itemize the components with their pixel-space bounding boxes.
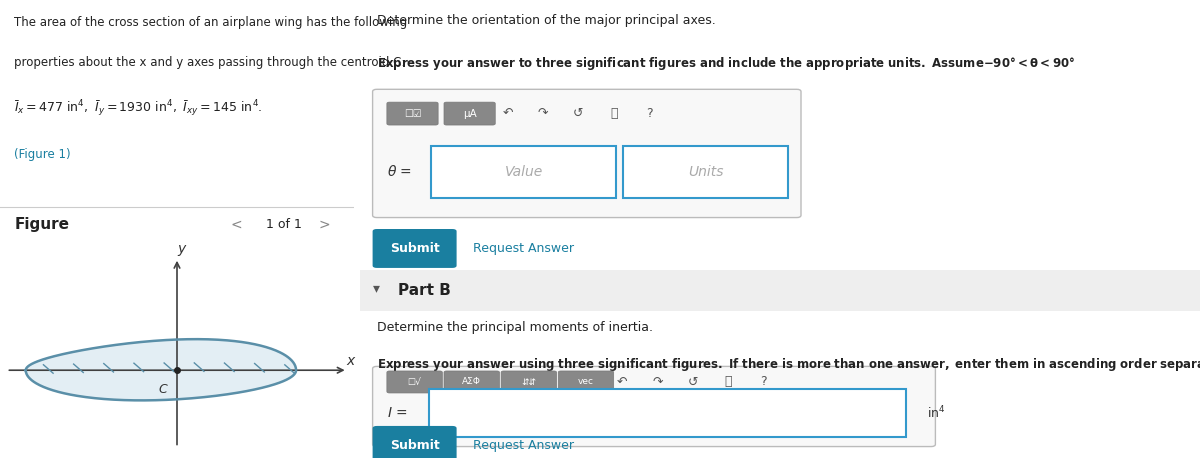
Text: properties about the x and y axes passing through the centroid C:: properties about the x and y axes passin… (14, 56, 406, 69)
Text: $\bf{Express\ your\ answer\ to\ three\ significant\ figures\ and\ include\ the\ : $\bf{Express\ your\ answer\ to\ three\ s… (377, 55, 1075, 72)
Text: ↺: ↺ (574, 107, 583, 120)
Text: $\theta$ =: $\theta$ = (386, 164, 412, 179)
Text: Determine the principal moments of inertia.: Determine the principal moments of inert… (377, 321, 653, 333)
FancyBboxPatch shape (558, 371, 613, 393)
Polygon shape (25, 339, 296, 400)
Text: ↺: ↺ (688, 376, 698, 388)
Text: $I$ =: $I$ = (386, 406, 408, 420)
Text: ⇵⇵: ⇵⇵ (521, 377, 536, 387)
Text: (Figure 1): (Figure 1) (14, 148, 71, 161)
Text: ⎗: ⎗ (610, 107, 618, 120)
FancyBboxPatch shape (373, 366, 936, 447)
FancyBboxPatch shape (373, 89, 802, 218)
Text: ↶: ↶ (617, 376, 628, 388)
Text: Determine the orientation of the major principal axes.: Determine the orientation of the major p… (377, 14, 715, 27)
FancyBboxPatch shape (386, 102, 438, 125)
Text: ☐☑: ☐☑ (403, 109, 421, 119)
FancyBboxPatch shape (373, 426, 457, 458)
FancyBboxPatch shape (502, 371, 557, 393)
Text: <: < (230, 218, 241, 232)
Text: Request Answer: Request Answer (473, 439, 575, 452)
Text: ↷: ↷ (538, 107, 548, 120)
Text: Request Answer: Request Answer (473, 242, 575, 255)
Text: ΑΣΦ: ΑΣΦ (462, 377, 481, 387)
Text: Submit: Submit (390, 439, 439, 452)
Text: Units: Units (688, 165, 724, 179)
Text: Figure: Figure (14, 217, 70, 232)
Text: 1 of 1: 1 of 1 (265, 218, 301, 231)
FancyBboxPatch shape (444, 102, 496, 125)
Text: ☐√: ☐√ (408, 377, 421, 387)
Text: $\mathrm{in}^4$: $\mathrm{in}^4$ (928, 405, 946, 421)
Text: >: > (319, 218, 330, 232)
Text: Submit: Submit (390, 242, 439, 255)
Text: ?: ? (760, 376, 767, 388)
Text: ▾: ▾ (373, 282, 379, 295)
Text: $\bar{I}_x = 477\ \mathrm{in}^4,\ \bar{I}_y = 1930\ \mathrm{in}^4,\ \bar{I}_{xy}: $\bar{I}_x = 477\ \mathrm{in}^4,\ \bar{I… (14, 99, 263, 119)
Text: ?: ? (646, 107, 653, 120)
Text: ↶: ↶ (503, 107, 514, 120)
Text: ⎗: ⎗ (724, 376, 732, 388)
Text: y: y (178, 242, 186, 256)
FancyBboxPatch shape (386, 371, 443, 393)
Text: $\bf{Express\ your\ answer\ using\ three\ significant\ figures.\ If\ there\ is\ : $\bf{Express\ your\ answer\ using\ three… (377, 356, 1200, 373)
FancyBboxPatch shape (373, 229, 457, 268)
FancyBboxPatch shape (444, 371, 499, 393)
Text: Value: Value (505, 165, 542, 179)
Text: vec: vec (578, 377, 594, 387)
Text: Part B: Part B (398, 284, 451, 298)
Text: ↷: ↷ (652, 376, 662, 388)
Text: x: x (347, 354, 355, 368)
Text: C: C (158, 382, 167, 396)
Text: μA: μA (463, 109, 476, 119)
FancyBboxPatch shape (432, 146, 617, 198)
FancyBboxPatch shape (623, 146, 788, 198)
Bar (360, 270, 1200, 311)
Text: The area of the cross section of an airplane wing has the following: The area of the cross section of an airp… (14, 16, 408, 29)
FancyBboxPatch shape (428, 389, 906, 437)
